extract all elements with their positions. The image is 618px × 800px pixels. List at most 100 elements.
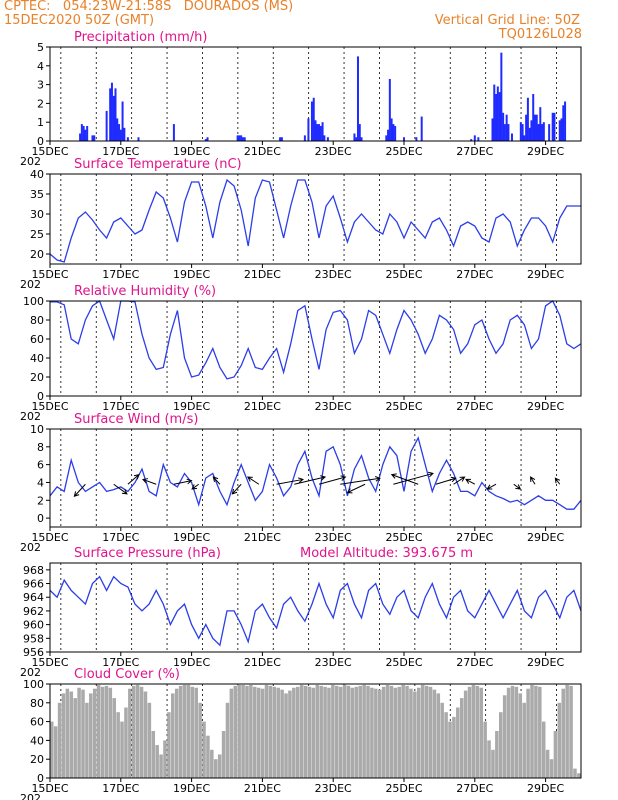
temp-xtick-label: 15DEC [31,268,68,281]
pres-ytick-label: 956 [23,646,44,659]
rh-ytick-label: 60 [30,333,44,346]
cloud-xtick-label: 25DEC [385,782,422,795]
temp-xtick-label: 17DEC [102,268,139,281]
precip-bar [236,135,239,141]
cloud-bar [569,685,573,778]
cloud-bar [479,687,483,778]
cloud-bar [573,768,577,778]
rh-frame [49,300,582,397]
cloud-bar [315,684,320,778]
cloud-bar [545,749,550,778]
cloud-bar [89,693,93,778]
wind-ytick-label: 6 [37,459,44,472]
wind-arrow [318,475,347,485]
cloud-bar [260,688,265,778]
precip-bar [387,129,390,141]
precip-bar [392,124,395,141]
precip-bar [323,135,326,141]
cloud-bar [526,688,530,778]
cloud-bar [311,687,316,778]
cloud-bar [272,686,277,778]
pres-ytick-label: 964 [23,591,44,604]
cloud-bar [85,702,89,778]
cloud-bar [202,721,206,778]
cloud-bar [299,684,304,778]
precip-bar [502,112,505,141]
rh-xtick-label: 27DEC [456,400,493,413]
precip-bar [280,137,283,141]
cloud-bar [178,685,183,778]
cloud-bar [358,685,362,778]
cloud-bar [241,684,245,778]
precip-bar [112,95,115,141]
cloud-bar [444,712,448,778]
precip-frame [49,46,582,142]
precip-bar [79,133,82,141]
cloud-bar [131,685,136,778]
cloud-bar [417,687,421,778]
precip-xtick-label: 29DEC [527,145,564,158]
precip-bar [532,94,535,141]
cloud-bar [452,716,456,778]
cloud-bar [159,754,163,778]
precip-bar [500,52,503,141]
wind-ytick-label: 8 [37,441,44,454]
cloud-title: Cloud Cover (%) [74,667,180,682]
cloud-bar [522,702,526,778]
cloud-bar [253,686,257,778]
cloud-bar [459,698,464,778]
cloud-bar [69,691,74,778]
pres-series-line [49,575,582,647]
precip-title: Precipitation (mm/h) [74,30,207,45]
precip-bar [473,135,476,141]
cloud-bar [120,721,124,778]
cloud-ytick-label: 0 [37,772,44,785]
pres-ytick-label: 962 [23,605,44,618]
cloud-bar [413,691,417,778]
cloud-bar [374,688,378,778]
cloud-bar [530,684,534,778]
precip-bar [105,110,108,141]
temp-xtick-label: 25DEC [385,268,422,281]
precip-year-label: 202 [20,155,41,168]
cloud-bar [182,684,187,778]
cloud-bar [565,684,569,778]
cloud-xtick-label: 19DEC [173,782,210,795]
precip-xtick-label: 23DEC [315,145,352,158]
cloud-bar [502,695,507,778]
cloud-bar [280,689,284,778]
pres-xtick-label: 21DEC [244,656,281,669]
cloud-bar [495,731,499,778]
cloud-bar [350,687,355,778]
cloud-bar [335,685,339,778]
cloud-bar [342,684,347,778]
wind-xtick-label: 23DEC [315,531,352,544]
pres-xtick-label: 17DEC [102,656,139,669]
precip-bar [537,124,540,141]
cloud-bar [303,685,308,778]
pres-ytick-label: 960 [23,619,44,632]
cloud-bar [393,687,398,778]
wind-arrow [191,483,199,490]
cloud-bar [538,686,542,778]
precip-bar [206,137,209,141]
precip-xtick-label: 27DEC [456,145,493,158]
cloud-bar [53,726,58,778]
pres-xtick-label: 27DEC [456,656,493,669]
cloud-bar [440,702,444,778]
precip-bar [505,114,508,141]
cloud-bar [276,687,280,778]
cloud-bar [268,685,273,778]
temp-xtick-label: 27DEC [456,268,493,281]
header-right-line1: Vertical Grid Line: 50Z [434,13,580,28]
cloud-bar [57,702,62,778]
precip-bar [312,97,315,141]
cloud-bar [237,684,241,778]
rh-series-line [50,299,582,380]
temp-xtick-label: 29DEC [527,268,564,281]
cloud-xtick-label: 29DEC [527,782,564,795]
pres-subtitle: Model Altitude: 393.675 m [300,546,473,561]
cloud-bar [463,690,468,778]
rh-xtick-label: 25DEC [385,400,422,413]
